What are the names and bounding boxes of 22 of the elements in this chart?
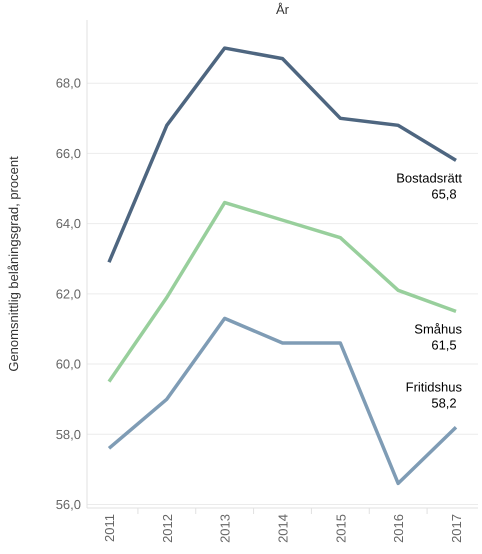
x-tick-label: 2012 — [160, 514, 175, 543]
y-tick-label: 68,0 — [56, 76, 81, 91]
x-axis-title: År — [276, 2, 290, 17]
series-label: Småhus — [414, 321, 462, 336]
y-tick-label: 64,0 — [56, 216, 81, 232]
text: Fritidshus — [406, 379, 462, 394]
data-label: 61,5 — [431, 337, 457, 352]
x-tick-label: 2011 — [102, 514, 117, 542]
x-tick-label: 2015 — [333, 514, 348, 543]
y-axis-title: Genomsnittlig belåningsgrad, procent — [6, 156, 21, 372]
x-tick-label: 2013 — [218, 514, 233, 543]
x-tick-label: 2017 — [449, 514, 464, 543]
x-tick-label: 2016 — [391, 514, 406, 543]
data-label: 58,2 — [431, 395, 457, 410]
y-tick-label: 66,0 — [56, 146, 81, 161]
x-tick-label: 2014 — [276, 514, 290, 543]
data-label: 65,8 — [431, 186, 457, 202]
y-tick-label: 62,0 — [56, 286, 81, 302]
y-tick-label: 58,0 — [56, 426, 81, 442]
y-tick-label: 60,0 — [56, 356, 81, 372]
series-label: Bostadsrätt — [396, 170, 462, 186]
y-tick-label: 56,0 — [56, 497, 81, 512]
